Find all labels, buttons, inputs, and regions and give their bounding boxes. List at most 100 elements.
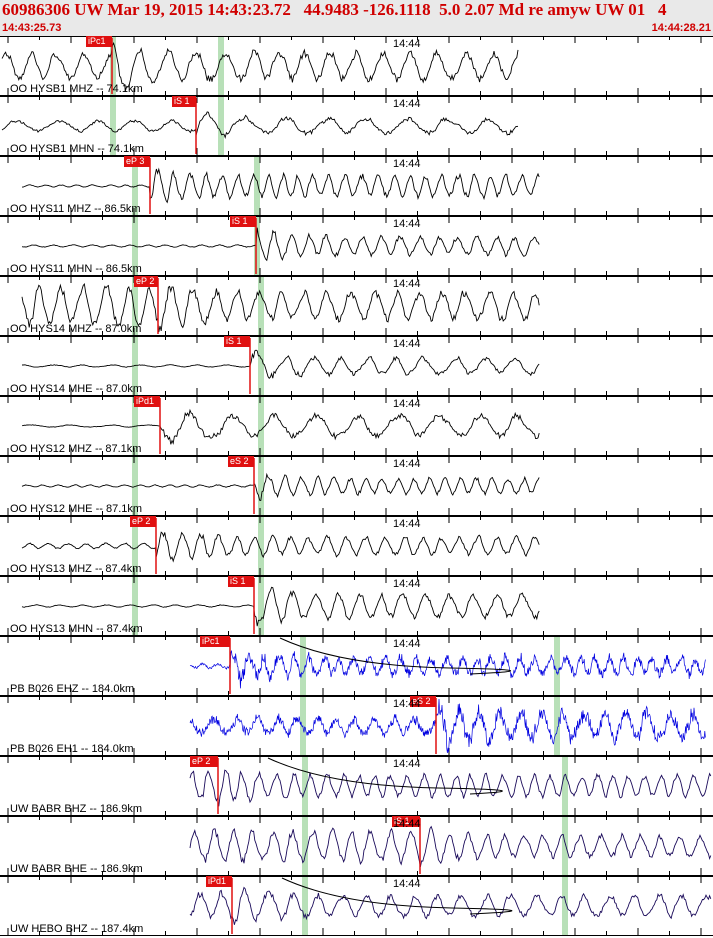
trace-plot xyxy=(0,636,713,696)
time-window-marker xyxy=(258,396,264,456)
tick-time-label: 14:44 xyxy=(393,338,421,350)
trace-plot xyxy=(0,816,713,876)
waveform xyxy=(189,825,712,867)
time-window-marker xyxy=(302,816,308,876)
channel-label: OO HYS13 MHZ -- 87.4km xyxy=(10,563,142,575)
phase-pick-flag[interactable]: iS 1 xyxy=(230,216,256,227)
time-window-marker xyxy=(562,816,568,876)
time-window-marker xyxy=(132,336,138,396)
channel-label: OO HYS13 MHN -- 87.4km xyxy=(10,623,143,635)
tick-time-label: 14:44 xyxy=(393,878,421,890)
seismogram-trace-panel[interactable]: iS 1 14:44 OO HYS14 MHE -- 87.0km xyxy=(0,336,713,396)
phase-pick-flag[interactable]: eP 2 xyxy=(130,516,156,527)
time-window-marker xyxy=(132,156,138,216)
phase-pick-flag[interactable]: iPc1 xyxy=(86,36,112,47)
phase-pick-flag[interactable]: eS 2 xyxy=(228,456,254,467)
phase-pick-flag[interactable]: iS 1 xyxy=(392,816,420,827)
channel-label: OO HYS14 MHZ -- 87.0km xyxy=(10,323,142,335)
time-window-marker xyxy=(562,876,568,936)
channel-label: UW HEBO BHZ -- 187.4km xyxy=(10,923,144,935)
tick-time-label: 14:44 xyxy=(393,458,421,470)
seismogram-trace-panel[interactable]: eP 2 14:44 UW BABR BHZ -- 186.9km xyxy=(0,756,713,816)
seismogram-trace-panel[interactable]: iPc1 14:44 PB B026 EHZ -- 184.0km xyxy=(0,636,713,696)
channel-label: OO HYS12 MHZ -- 87.1km xyxy=(10,443,142,455)
seismogram-trace-panel[interactable]: iS 1 14:44 OO HYS11 MHN -- 86.5km xyxy=(0,216,713,276)
waveform xyxy=(1,42,519,92)
phase-pick-flag[interactable]: eS 2 xyxy=(410,696,436,707)
seismogram-trace-panel[interactable]: eP 2 14:44 OO HYS14 MHZ -- 87.0km xyxy=(0,276,713,336)
time-window-marker xyxy=(110,36,116,96)
phase-pick-flag[interactable]: eP 2 xyxy=(190,756,218,767)
seismogram-trace-panel[interactable]: eP 3 14:44 OO HYS11 MHZ -- 86.5km xyxy=(0,156,713,216)
tick-time-label: 14:44 xyxy=(393,218,421,230)
phase-pick-flag[interactable]: eP 3 xyxy=(124,156,150,167)
waveform xyxy=(1,111,519,140)
channel-label: UW BABR BHE -- 186.9km xyxy=(10,863,143,875)
tick-time-label: 14:44 xyxy=(393,158,421,170)
seismogram-trace-panel[interactable]: iS 1 14:44 UW BABR BHE -- 186.9km xyxy=(0,816,713,876)
seismogram-panels[interactable]: iPc1 14:44 OO HYSB1 MHZ -- 74.1km iS 1 14:44… xyxy=(0,36,713,938)
event-title: 60986306 UW Mar 19, 2015 14:43:23.72 44.… xyxy=(2,0,667,19)
phase-pick-flag[interactable]: iS 1 xyxy=(228,576,254,587)
seismogram-trace-panel[interactable]: iS 1 14:44 OO HYS13 MHN -- 87.4km xyxy=(0,576,713,636)
time-window-marker xyxy=(258,336,264,396)
time-window-marker xyxy=(254,156,260,216)
channel-label: OO HYSB1 MHZ -- 74.1km xyxy=(10,83,143,95)
seismogram-trace-panel[interactable]: iS 1 14:44 OO HYSB1 MHN -- 74.1km xyxy=(0,96,713,156)
seismogram-trace-panel[interactable]: iPd1 14:44 OO HYS12 MHZ -- 87.1km xyxy=(0,396,713,456)
waveform xyxy=(22,167,540,204)
trace-plot xyxy=(0,276,713,336)
time-window-marker xyxy=(562,756,568,816)
tick-time-label: 14:44 xyxy=(393,398,421,410)
tick-time-label: 14:44 xyxy=(393,698,421,710)
trace-plot xyxy=(0,36,713,96)
phase-pick-flag[interactable]: iPd1 xyxy=(134,396,160,407)
seismogram-trace-panel[interactable]: eP 2 14:44 OO HYS13 MHZ -- 87.4km xyxy=(0,516,713,576)
tick-time-label: 14:44 xyxy=(393,98,421,110)
waveform xyxy=(21,408,540,445)
channel-label: OO HYSB1 MHN -- 74.1km xyxy=(10,143,144,155)
waveform xyxy=(189,769,712,807)
time-window-marker xyxy=(132,516,138,576)
waveform xyxy=(189,886,712,925)
channel-label: OO HYS11 MHN -- 86.5km xyxy=(10,263,142,275)
time-window-marker xyxy=(300,636,306,696)
tick-time-label: 14:44 xyxy=(393,758,421,770)
phase-pick-flag[interactable]: eP 2 xyxy=(134,276,158,287)
channel-label: UW BABR BHZ -- 186.9km xyxy=(10,803,143,815)
seismogram-trace-panel[interactable]: iPd1 14:44 UW HEBO BHZ -- 187.4km xyxy=(0,876,713,936)
seismogram-trace-panel[interactable]: iPc1 14:44 OO HYSB1 MHZ -- 74.1km xyxy=(0,36,713,96)
trace-plot xyxy=(0,876,713,936)
decay-curve xyxy=(267,757,503,795)
time-window-marker xyxy=(554,636,560,696)
phase-pick-flag[interactable]: iPc1 xyxy=(200,636,230,647)
time-window-marker xyxy=(302,756,308,816)
trace-plot xyxy=(0,96,713,156)
time-window-marker xyxy=(110,96,116,156)
event-header: 60986306 UW Mar 19, 2015 14:43:23.72 44.… xyxy=(0,0,713,36)
trace-plot xyxy=(0,456,713,516)
tick-time-label: 14:44 xyxy=(393,38,421,50)
channel-label: PB B026 EHZ -- 184.0km xyxy=(10,683,135,695)
waveform xyxy=(189,650,706,689)
seismogram-trace-panel[interactable]: eS 2 14:44 OO HYS12 MHE -- 87.1km xyxy=(0,456,713,516)
time-window-marker xyxy=(254,216,260,276)
seismogram-trace-panel[interactable]: eS 2 14:44 PB B026 EH1 -- 184.0km xyxy=(0,696,713,756)
decay-curve xyxy=(281,877,513,915)
channel-label: OO HYS11 MHZ -- 86.5km xyxy=(10,203,141,215)
tick-time-label: 14:44 xyxy=(393,518,421,530)
time-window-marker xyxy=(132,276,138,336)
trace-plot xyxy=(0,696,713,756)
channel-label: PB B026 EH1 -- 184.0km xyxy=(10,743,134,755)
time-window-marker xyxy=(258,456,264,516)
trace-plot xyxy=(0,756,713,816)
phase-pick-flag[interactable]: iPd1 xyxy=(206,876,232,887)
time-window-marker xyxy=(258,516,264,576)
time-window-marker xyxy=(302,876,308,936)
phase-pick-flag[interactable]: iS 1 xyxy=(172,96,196,107)
tick-time-label: 14:44 xyxy=(393,818,421,830)
phase-pick-flag[interactable]: iS 1 xyxy=(224,336,250,347)
trace-plot xyxy=(0,396,713,456)
tick-time-label: 14:44 xyxy=(393,278,421,290)
waveform xyxy=(21,472,540,502)
